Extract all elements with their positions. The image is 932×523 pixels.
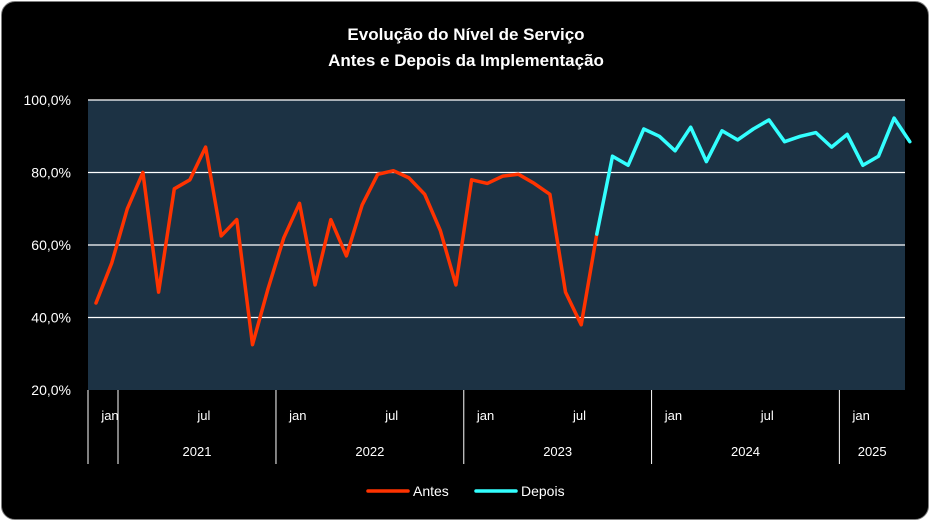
x-tick-label: jan xyxy=(476,408,494,423)
series-lines xyxy=(94,116,912,347)
year-label: 2022 xyxy=(355,444,384,459)
chart-title: Evolução do Nível de Serviço xyxy=(347,25,584,44)
y-tick-label: 60,0% xyxy=(31,237,71,253)
year-label: 2025 xyxy=(858,444,887,459)
series-line-antes xyxy=(94,145,599,347)
x-tick-label: jul xyxy=(760,408,774,423)
series-line-depois xyxy=(595,116,912,236)
y-tick-label: 40,0% xyxy=(31,310,71,326)
x-tick-label: jan xyxy=(664,408,682,423)
y-tick-label: 20,0% xyxy=(31,382,71,398)
x-axis: jan jul jan jul jan jul jan jul jan 2021 2022 2023 2… xyxy=(87,390,887,464)
gridlines xyxy=(88,99,905,319)
x-tick-label: jul xyxy=(572,408,586,423)
x-tick-label: jan xyxy=(288,408,306,423)
legend-label: Antes xyxy=(413,483,449,499)
year-label: 2024 xyxy=(731,444,760,459)
chart-subtitle: Antes e Depois da Implementação xyxy=(328,51,604,70)
x-tick-label: jan xyxy=(852,408,870,423)
legend: Antes Depois xyxy=(366,483,565,499)
y-axis: 20,0% 40,0% 60,0% 80,0% 100,0% xyxy=(24,92,71,398)
year-label: 2021 xyxy=(183,444,212,459)
y-tick-label: 100,0% xyxy=(24,92,71,108)
legend-label: Depois xyxy=(521,483,565,499)
x-tick-label: jul xyxy=(384,408,398,423)
x-tick-label: jul xyxy=(196,408,210,423)
x-tick-label: jan xyxy=(100,408,118,423)
y-tick-label: 80,0% xyxy=(31,165,71,181)
year-label: 2023 xyxy=(543,444,572,459)
